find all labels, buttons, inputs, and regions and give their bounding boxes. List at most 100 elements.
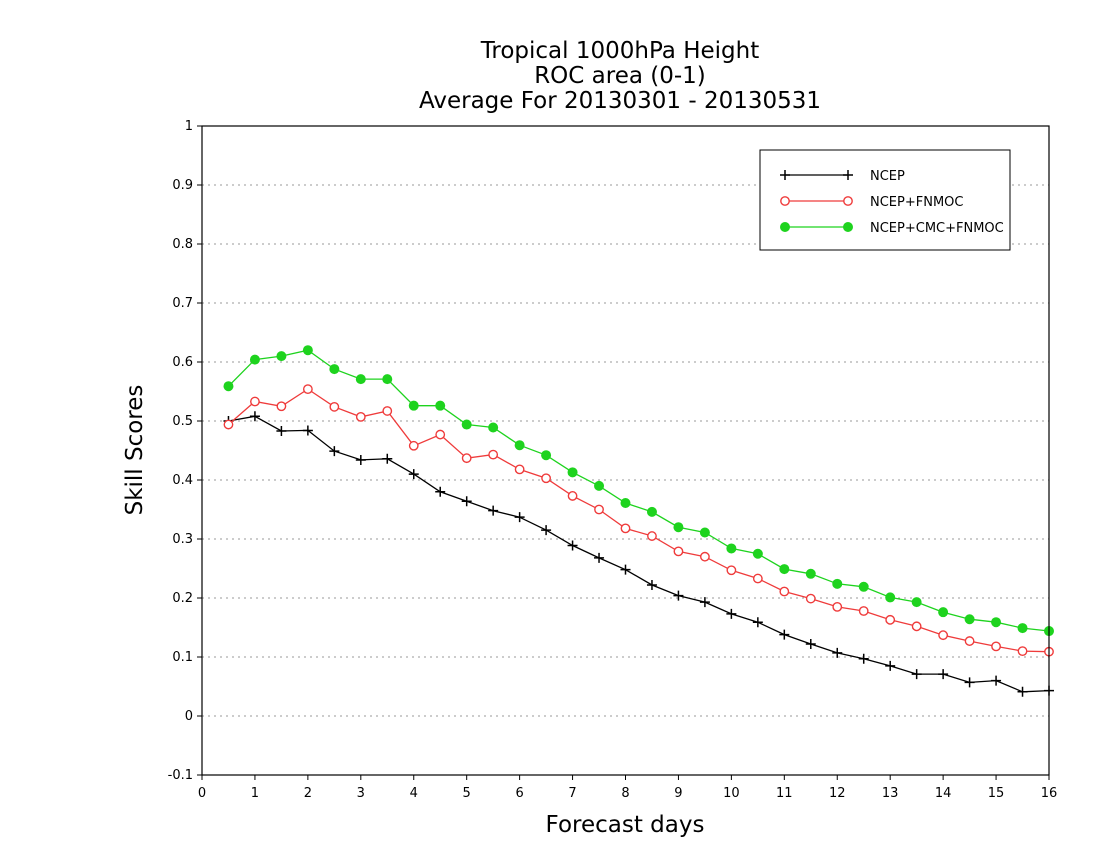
- series-0-point-21: [779, 629, 790, 640]
- series-1-point-4: [329, 401, 340, 412]
- series-1-point-18: [700, 551, 710, 562]
- series-1-point-17: [673, 546, 684, 557]
- series-line-1: [228, 388, 1050, 653]
- series-1-point-25: [885, 614, 896, 625]
- series-0-point-7: [408, 469, 419, 480]
- series-2-point-0: [223, 381, 234, 392]
- x-tick-label-13: 13: [882, 786, 899, 801]
- y-tick-label-10: 0.9: [172, 178, 193, 193]
- x-tick-label-4: 4: [410, 786, 418, 801]
- series-2-point-13: [567, 467, 578, 478]
- x-tick-label-2: 2: [304, 786, 312, 801]
- x-tick-label-8: 8: [621, 786, 629, 801]
- series-2-point-17: [673, 522, 684, 533]
- series-0-point-19: [726, 608, 737, 619]
- series-2-point-11: [514, 440, 525, 451]
- legend-marker-end-0: [843, 170, 853, 180]
- chart-title-line-2: ROC area (0-1): [534, 63, 706, 89]
- series-2-point-28: [964, 614, 975, 625]
- grid-lines: [202, 184, 1049, 717]
- x-tick-label-15: 15: [988, 786, 1005, 801]
- series-2-point-22: [805, 568, 816, 579]
- legend-entries: NCEP NCEP+FNMOC NCEP+CMC+FNMOC: [780, 169, 1004, 236]
- x-tick-label-1: 1: [251, 786, 259, 801]
- series-0-point-13: [567, 540, 578, 551]
- series-2-point-1: [249, 354, 260, 365]
- series-2-point-5: [355, 374, 366, 385]
- series-1-point-11: [514, 464, 525, 475]
- y-tick-label-4: 0.3: [172, 532, 193, 547]
- series-0-point-10: [488, 505, 499, 516]
- series-0-point-4: [329, 446, 340, 457]
- x-tick-label-0: 0: [198, 786, 206, 801]
- series-2-point-21: [779, 564, 790, 575]
- series-0-point-22: [805, 639, 816, 650]
- series-2-point-26: [911, 597, 922, 608]
- series-2-point-20: [752, 548, 763, 559]
- legend-entry-2: NCEP+CMC+FNMOC: [780, 221, 1004, 236]
- series-2-point-19: [726, 543, 737, 554]
- series-1-point-19: [726, 565, 737, 576]
- series-0-point-15: [620, 564, 631, 575]
- series-1-point-12: [541, 473, 551, 484]
- series-2-point-18: [699, 527, 710, 538]
- series-0-point-6: [382, 453, 393, 464]
- y-tick-label-3: 0.2: [172, 591, 193, 606]
- series-0: [223, 411, 1054, 697]
- x-tick-label-14: 14: [935, 786, 952, 801]
- series-2-point-24: [858, 581, 869, 592]
- series-1-point-5: [355, 411, 366, 422]
- series-2-point-15: [620, 498, 631, 509]
- series-1-point-2: [276, 401, 287, 412]
- y-tick-label-5: 0.4: [172, 473, 193, 488]
- series-1-point-27: [938, 630, 949, 641]
- series-2-point-16: [646, 506, 657, 517]
- y-tick-label-7: 0.6: [172, 355, 193, 370]
- series-0-point-30: [1017, 686, 1028, 697]
- chart-title: Tropical 1000hPa Height ROC area (0-1) A…: [419, 38, 821, 114]
- series-2: [223, 345, 1054, 637]
- legend-marker-end-2: [843, 222, 853, 232]
- chart-title-line-1: Tropical 1000hPa Height: [480, 38, 760, 64]
- series-2-point-14: [594, 480, 605, 491]
- legend-marker-end-1: [843, 196, 853, 206]
- legend-marker-start-1: [780, 196, 790, 206]
- series-1-point-3: [302, 384, 313, 395]
- x-tick-label-9: 9: [674, 786, 682, 801]
- series-2-point-30: [1017, 623, 1028, 634]
- series-1-point-26: [911, 621, 922, 632]
- legend-label-0: NCEP: [870, 169, 905, 184]
- series-0-point-16: [646, 580, 657, 591]
- x-tick-label-12: 12: [829, 786, 846, 801]
- series-1-point-20: [752, 573, 763, 584]
- series-2-point-3: [302, 345, 313, 356]
- x-tick-label-16: 16: [1041, 786, 1058, 801]
- series-2-point-10: [488, 422, 499, 433]
- series-2-point-7: [408, 400, 419, 411]
- series-2-point-23: [832, 578, 843, 589]
- series-0-point-24: [858, 653, 869, 664]
- series-1-point-6: [382, 406, 393, 416]
- y-tick-label-6: 0.5: [172, 414, 193, 429]
- x-tick-label-7: 7: [568, 786, 576, 801]
- series-0-point-14: [594, 552, 605, 563]
- series-0-point-5: [355, 454, 366, 465]
- legend-marker-start-0: [780, 170, 790, 180]
- series-1-point-13: [567, 491, 578, 501]
- series-1-point-0: [223, 419, 234, 430]
- series-1-point-1: [250, 396, 260, 407]
- legend-label-2: NCEP+CMC+FNMOC: [870, 221, 1004, 236]
- series-1-point-30: [1017, 646, 1028, 656]
- series-0-point-1: [249, 411, 260, 422]
- x-tick-label-10: 10: [723, 786, 740, 801]
- series-2-point-8: [435, 400, 446, 411]
- series-0-point-17: [673, 590, 684, 601]
- series-0-point-28: [964, 677, 975, 688]
- x-axis-label: Forecast days: [546, 812, 705, 838]
- series-2-point-2: [276, 351, 287, 362]
- series-0-point-20: [752, 617, 763, 628]
- series-1-point-23: [832, 601, 843, 612]
- x-tick-label-3: 3: [357, 786, 365, 801]
- series-2-point-27: [938, 607, 949, 618]
- series-0-point-23: [832, 647, 843, 658]
